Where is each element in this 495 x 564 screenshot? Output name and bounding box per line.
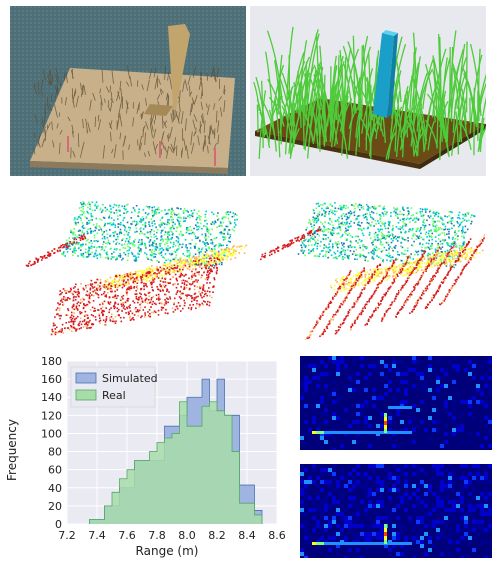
legend-label: Real — [102, 389, 126, 402]
heatmap-bottom — [300, 464, 492, 558]
real-photo — [10, 6, 246, 176]
y-tick-label: 40 — [48, 482, 62, 495]
x-tick-label: 8.4 — [238, 529, 256, 542]
heatmap-top — [300, 356, 492, 450]
simulated-render — [250, 6, 486, 176]
hist-bar — [240, 503, 248, 524]
simulated-pointcloud — [255, 190, 485, 340]
hist-bar — [172, 433, 180, 524]
x-axis-label: Range (m) — [136, 544, 199, 558]
pointcloud-points — [26, 201, 247, 335]
legend: Simulated Real — [71, 367, 158, 407]
hist-bar — [135, 461, 143, 524]
x-tick-label: 7.4 — [88, 529, 106, 542]
x-tick-label: 7.2 — [58, 529, 76, 542]
hist-bar — [202, 406, 210, 524]
y-tick-label: 20 — [48, 500, 62, 513]
y-tick-label: 180 — [41, 355, 62, 368]
x-tick-label: 7.6 — [118, 529, 136, 542]
y-tick-label: 140 — [41, 391, 62, 404]
hist-bar — [142, 461, 150, 524]
legend-swatch — [76, 373, 96, 383]
hist-bar — [225, 415, 233, 524]
x-tick-label: 8.6 — [268, 529, 285, 542]
hist-bar — [97, 519, 105, 524]
hist-bar — [255, 515, 263, 524]
y-axis-label: Frequency — [5, 419, 19, 481]
hist-bar — [210, 402, 218, 524]
y-tick-label: 60 — [48, 464, 62, 477]
hist-bar — [120, 479, 128, 524]
hist-bar — [187, 426, 195, 524]
real-pointcloud — [20, 190, 250, 340]
hist-bar — [90, 519, 98, 524]
hist-bar — [105, 506, 113, 524]
legend-label: Simulated — [102, 372, 158, 385]
hist-bar — [112, 492, 120, 524]
hist-bar — [127, 470, 135, 524]
y-tick-label: 160 — [41, 373, 62, 386]
hist-bar — [217, 411, 225, 524]
hist-bar — [150, 452, 158, 524]
x-tick-label: 7.8 — [148, 529, 166, 542]
y-tick-label: 80 — [48, 446, 62, 459]
hist-bar — [180, 402, 188, 524]
y-tick-label: 100 — [41, 427, 62, 440]
legend-swatch — [76, 390, 96, 400]
y-tick-label: 120 — [41, 409, 62, 422]
hist-bar — [157, 443, 165, 525]
x-tick-label: 8.0 — [178, 529, 196, 542]
hist-bar — [247, 503, 255, 524]
hist-bar — [232, 452, 240, 524]
pointcloud-points — [260, 202, 485, 340]
hist-bar — [165, 438, 173, 524]
x-tick-label: 8.2 — [208, 529, 226, 542]
hist-bar — [195, 426, 203, 524]
